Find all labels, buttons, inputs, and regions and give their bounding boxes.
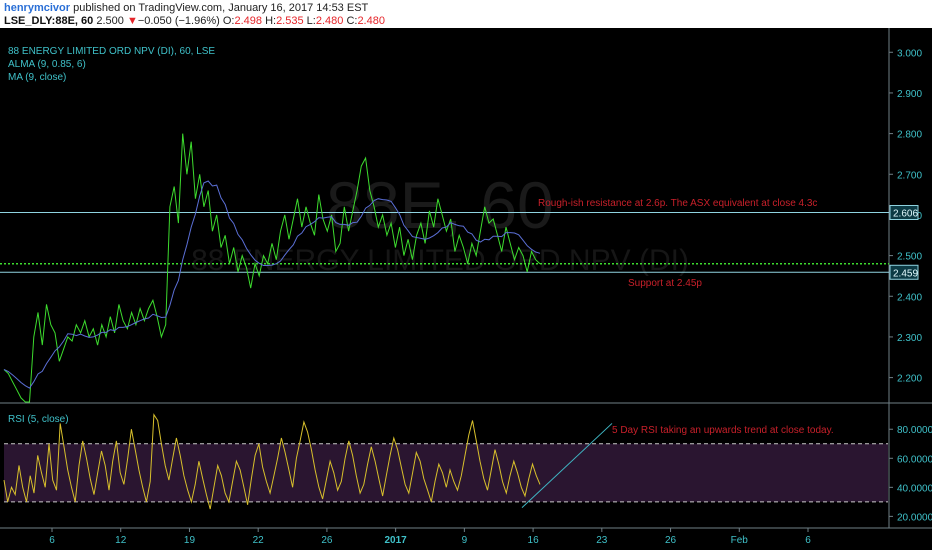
- legend-ma[interactable]: MA (9, close): [8, 72, 67, 83]
- price-tick-label: 2.500: [897, 252, 922, 263]
- ohlc-line: LSE_DLY:88E, 60 2.500 ▼−0.050 (−1.96%) O…: [4, 15, 385, 27]
- time-tick-label: 19: [184, 535, 196, 546]
- last-price: 2.500: [96, 15, 124, 27]
- ma-series-line[interactable]: [3, 180, 541, 389]
- header-bar: henrymcivor published on TradingView.com…: [0, 0, 932, 28]
- time-tick-label: 26: [321, 535, 333, 546]
- time-tick-label: 9: [462, 535, 468, 546]
- close-value: 2.480: [357, 15, 385, 27]
- rsi-tick-label: 20.00000: [897, 512, 932, 523]
- support-price-tag: 2.459: [893, 268, 918, 279]
- rsi-band: [4, 443, 888, 502]
- down-arrow-icon: ▼: [126, 15, 138, 27]
- rsi-series-line[interactable]: [3, 413, 541, 510]
- low-value: 2.480: [315, 15, 344, 27]
- legend-rsi[interactable]: RSI (5, close): [8, 414, 69, 425]
- open-label: O:: [222, 15, 235, 27]
- open-value: 2.498: [234, 15, 262, 27]
- resistance-price-tag: 2.606: [893, 208, 918, 219]
- price-tick-label: 2.800: [897, 130, 922, 141]
- price-tick-label: 2.700: [897, 170, 922, 181]
- rsi-tick-label: 60.00000: [897, 454, 932, 465]
- price-series-line[interactable]: [3, 133, 541, 403]
- time-tick-label: 16: [528, 535, 540, 546]
- legend-title: 88 ENERGY LIMITED ORD NPV (DI), 60, LSE: [8, 46, 216, 57]
- rsi-trend-line[interactable]: [521, 423, 613, 509]
- time-tick-label: 6: [805, 535, 811, 546]
- time-tick-label: 23: [596, 535, 608, 546]
- time-tick-label: Feb: [731, 535, 749, 546]
- support-annotation: Support at 2.45p: [628, 278, 702, 289]
- support-price-tag-box: [889, 264, 919, 280]
- low-label: L:: [306, 15, 316, 27]
- price-tick-label: 2.200: [897, 374, 922, 385]
- resistance-annotation: Rough-ish resistance at 2.6p. The ASX eq…: [538, 198, 817, 209]
- price-tick-label: 2.300: [897, 333, 922, 344]
- resistance-price-tag-box: [889, 204, 919, 220]
- time-tick-label: 2017: [385, 535, 408, 546]
- rsi-tick-label: 40.00000: [897, 483, 932, 494]
- price-change: −0.050 (−1.96%): [137, 15, 220, 27]
- time-tick-label: 12: [115, 535, 127, 546]
- chart-canvas[interactable]: 88E, 60 88 ENERGY LIMITED ORD NPV (DI) 2…: [0, 28, 932, 550]
- price-tick-label: 3.000: [897, 48, 922, 59]
- author-link[interactable]: henrymcivor: [4, 2, 71, 14]
- published-text: published on TradingView.com, January 16…: [73, 2, 369, 14]
- price-tick-label: 2.900: [897, 89, 922, 100]
- price-tick-label: 2.400: [897, 292, 922, 303]
- symbol-label[interactable]: LSE_DLY:88E, 60: [4, 15, 94, 27]
- close-label: C:: [346, 15, 358, 27]
- time-tick-label: 26: [665, 535, 677, 546]
- time-tick-label: 6: [49, 535, 55, 546]
- time-tick-label: 22: [253, 535, 265, 546]
- rsi-tick-label: 80.00000: [897, 425, 932, 436]
- high-label: H:: [265, 15, 277, 27]
- high-value: 2.535: [276, 15, 304, 27]
- publish-line: henrymcivor published on TradingView.com…: [4, 2, 368, 14]
- rsi-annotation: 5 Day RSI taking an upwards trend at clo…: [612, 425, 834, 436]
- legend-alma[interactable]: ALMA (9, 0.85, 6): [8, 59, 86, 70]
